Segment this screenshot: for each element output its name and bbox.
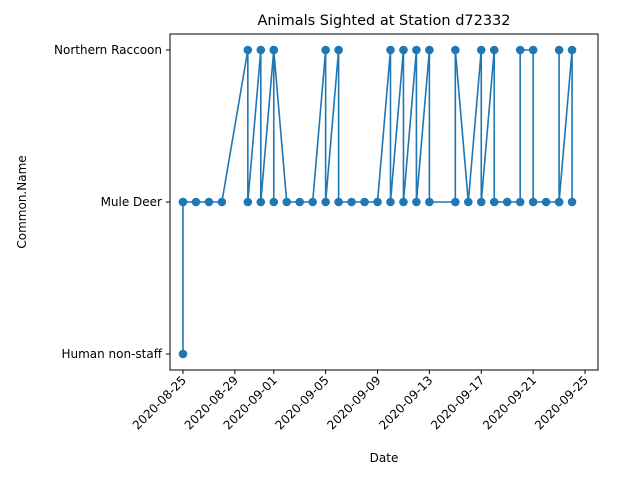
x-tick-label: 2020-09-05 [273,373,332,432]
x-tick-label: 2020-09-25 [532,373,591,432]
x-tick-label: 2020-09-13 [376,373,435,432]
data-point [308,197,317,207]
data-point [373,197,382,207]
data-point [567,197,577,207]
data-point [489,197,499,207]
data-point [528,197,538,207]
data-point [451,197,460,207]
data-point [191,197,201,207]
data-point [554,45,564,55]
data-point [425,45,434,55]
data-point [282,197,292,207]
data-point [386,197,395,207]
data-point [321,45,330,55]
data-point [515,197,525,207]
x-axis-label: Date [370,451,399,465]
data-point [334,197,343,207]
data-point [451,45,460,55]
data-point [412,197,421,207]
data-point [243,45,253,55]
data-point [269,197,279,207]
x-tick-label: 2020-09-17 [428,373,487,432]
data-point [425,197,434,207]
data-point [489,45,499,55]
data-point [476,45,486,55]
x-tick-label: 2020-08-25 [130,373,189,432]
data-point [256,45,266,55]
data-point [256,197,266,207]
x-tick-label: 2020-09-09 [324,373,383,432]
data-point [567,45,577,55]
data-point [515,45,525,55]
data-point [464,197,473,207]
y-axis-label: Common.Name [15,155,29,248]
data-point [321,197,330,207]
data-point [399,45,408,55]
plot-area: Human non-staff Mule Deer Northern Raccoon… [54,33,599,432]
data-point [554,197,564,207]
data-point [412,45,421,55]
data-point [178,349,188,359]
data-point [360,197,369,207]
chart-title: Animals Sighted at Station d72332 [257,13,510,29]
y-tick-label: Mule Deer [101,195,162,209]
data-point [217,197,227,207]
data-point [243,197,253,207]
data-point [334,45,343,55]
data-point [269,45,279,55]
y-tick-label: Northern Raccoon [54,43,162,57]
data-point [386,45,395,55]
data-point [502,197,512,207]
data-point [204,197,214,207]
data-point [541,197,551,207]
y-tick-label: Human non-staff [61,347,162,361]
data-point [347,197,356,207]
x-tick-label: 2020-09-21 [480,373,539,432]
data-point [295,197,305,207]
data-point [528,45,538,55]
data-point [399,197,408,207]
data-point [178,197,188,207]
data-point [476,197,486,207]
